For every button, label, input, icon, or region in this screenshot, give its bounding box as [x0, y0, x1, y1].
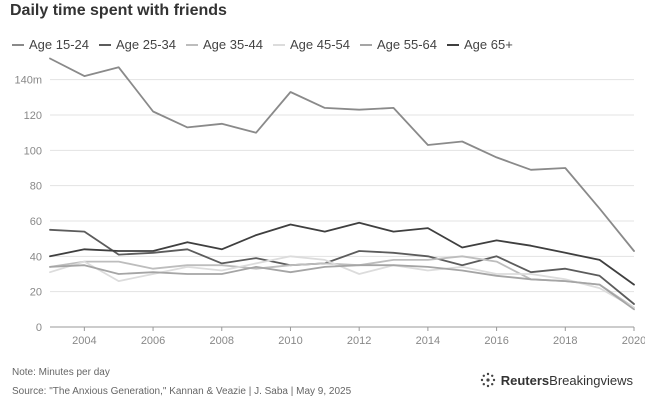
series-line-age-15-24	[49, 57, 635, 252]
legend-swatch	[186, 43, 198, 46]
y-tick-label: 60	[30, 216, 42, 228]
brand-subname: Breakingviews	[549, 372, 633, 388]
series-line-age-65-	[49, 221, 635, 286]
legend-item: Age 25-34	[99, 37, 176, 52]
brand-name: Reuters	[500, 372, 550, 388]
reuters-dots-logo-icon	[480, 372, 495, 388]
legend-label: Age 25-34	[116, 37, 176, 52]
series-line-age-55-64	[49, 264, 635, 311]
y-tick-label: 80	[30, 181, 42, 193]
legend-item: Age 35-44	[186, 37, 263, 52]
x-tick-label: 2008	[210, 335, 234, 347]
series-line-age-35-44	[49, 255, 635, 309]
reuters-breakingviews-logo: Reuters Breakingviews	[480, 372, 633, 388]
legend-swatch	[99, 43, 111, 46]
legend-label: Age 35-44	[203, 37, 263, 52]
legend-item: Age 65+	[447, 37, 513, 52]
x-tick-label: 2006	[141, 335, 165, 347]
legend-item: Age 15-24	[12, 37, 89, 52]
legend-label: Age 45-54	[290, 37, 350, 52]
legend-swatch	[360, 43, 372, 46]
x-tick-label: 2004	[72, 335, 96, 347]
x-tick-label: 2016	[484, 335, 508, 347]
legend-label: Age 65+	[464, 37, 513, 52]
y-tick-label: 100	[24, 145, 42, 157]
x-tick-label: 2018	[553, 335, 577, 347]
y-tick-label: 140m	[14, 75, 42, 87]
legend-label: Age 15-24	[29, 37, 89, 52]
legend-item: Age 55-64	[360, 37, 437, 52]
legend-label: Age 55-64	[377, 37, 437, 52]
legend-swatch	[447, 43, 459, 46]
legend-swatch	[273, 43, 285, 46]
y-tick-label: 0	[36, 322, 42, 334]
legend-swatch	[12, 43, 24, 46]
x-tick-label: 2012	[347, 335, 371, 347]
x-tick-label: 2010	[278, 335, 302, 347]
x-tick-label: 2020	[622, 335, 645, 347]
y-tick-label: 20	[30, 287, 42, 299]
chart-legend: Age 15-24 Age 25-34 Age 35-44 Age 45-54 Age …	[12, 37, 513, 52]
x-tick-label: 2014	[416, 335, 440, 347]
y-tick-label: 40	[30, 251, 42, 263]
y-tick-label: 120	[24, 110, 42, 122]
legend-item: Age 45-54	[273, 37, 350, 52]
series-line-age-25-34	[49, 228, 635, 305]
chart-source: Source: "The Anxious Generation," Kannan…	[12, 386, 352, 397]
chart-note: Note: Minutes per day	[12, 367, 110, 378]
chart-title: Daily time spent with friends	[10, 2, 227, 19]
